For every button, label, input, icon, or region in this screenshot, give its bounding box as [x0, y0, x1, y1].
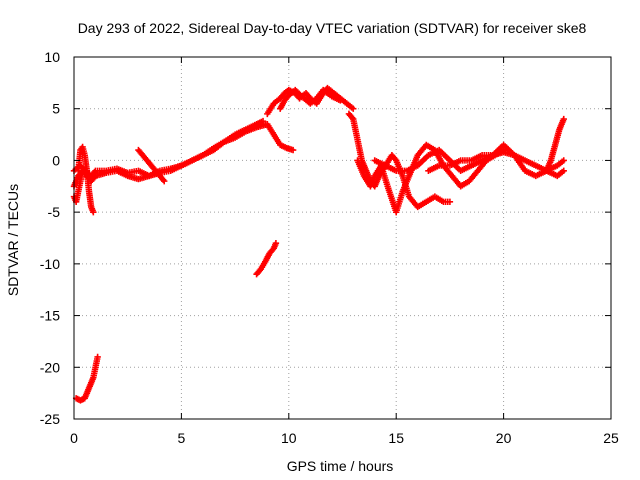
y-tick-label: -25: [40, 411, 60, 427]
series-arc-5: [135, 146, 168, 185]
y-tick-label: 10: [44, 49, 60, 65]
x-tick-label: 0: [70, 430, 78, 446]
y-tick-label: -20: [40, 359, 60, 375]
x-axis-label: GPS time / hours: [287, 458, 394, 474]
data-point: [446, 198, 454, 205]
y-axis-label: SDTVAR / TECUs: [5, 184, 21, 296]
series-arc-3: [75, 143, 97, 216]
series-arc-7: [253, 239, 280, 278]
data-point: [289, 146, 297, 154]
data-point: [348, 114, 356, 121]
series-arc-2: [70, 117, 267, 180]
data-point: [350, 105, 357, 112]
x-tick-label: 5: [178, 430, 186, 446]
series-arc-6: [72, 353, 101, 404]
plot-marks: [70, 84, 567, 404]
data-point: [159, 176, 167, 184]
data-point: [560, 167, 567, 174]
data-point: [94, 353, 101, 361]
series-arc-9: [277, 86, 344, 112]
series-arc-1: [70, 121, 297, 190]
data-point: [91, 168, 98, 176]
data-point: [259, 117, 267, 125]
x-tick-label: 10: [281, 430, 297, 446]
data-point: [79, 167, 86, 174]
series-arc-10: [345, 110, 454, 211]
y-tick-label: -5: [48, 204, 61, 220]
data-point: [560, 115, 567, 123]
series-arc-13: [425, 148, 567, 174]
series-arc-14: [543, 115, 567, 174]
data-point: [337, 97, 344, 104]
plot-frame: [73, 56, 612, 420]
y-tick-label: 5: [52, 101, 60, 117]
data-point: [391, 155, 399, 163]
x-tick-label: 25: [603, 430, 619, 446]
axis-ticks: 0 5 10 15 20 25 10 5 0 -5 -10 -15 -20 -25: [40, 49, 619, 446]
data-point: [90, 208, 97, 216]
grid: [74, 57, 611, 419]
data-point: [161, 177, 168, 185]
data-point: [560, 157, 567, 164]
x-tick-label: 20: [496, 430, 512, 446]
data-point: [272, 239, 280, 247]
x-tick-label: 15: [388, 430, 404, 446]
chart-title: Day 293 of 2022, Sidereal Day-to-day VTE…: [78, 20, 587, 36]
y-tick-label: -10: [40, 256, 60, 272]
y-tick-label: 0: [52, 152, 60, 168]
y-tick-label: -15: [40, 308, 60, 324]
